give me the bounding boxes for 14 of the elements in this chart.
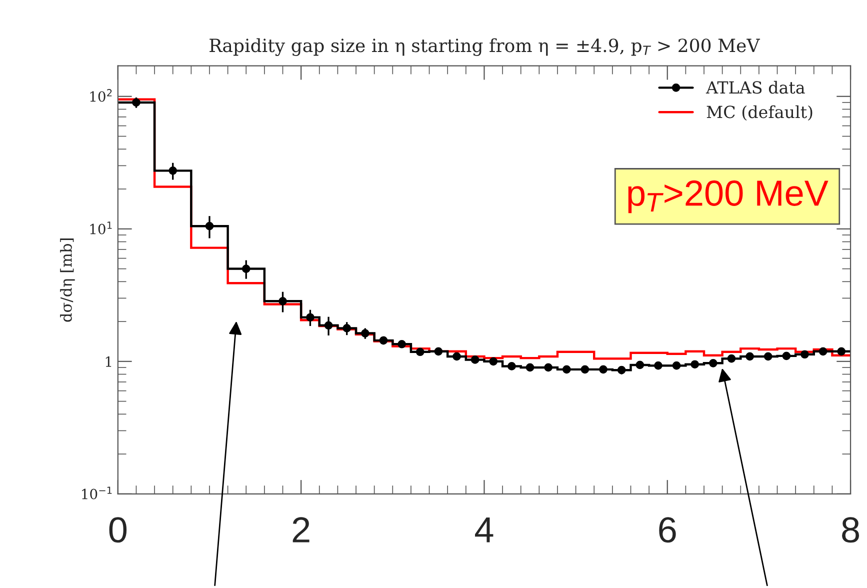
y-tick-label: 1 (106, 356, 112, 367)
chart-title: Rapidity gap size in η starting from η = ±4.9, p$_{T}$ > 200 MeV (210, 38, 760, 56)
x-tick-label: 6 (659, 517, 676, 543)
x-tick-label: 4 (475, 517, 494, 542)
y-tick-label: 10$^{2}$ (90, 89, 112, 102)
annotation: p$_{T}$>200 MeV (628, 180, 828, 214)
legend-label: ATLAS data (706, 80, 805, 94)
y-tick-label: 10$^{−1}$ (82, 486, 112, 500)
x-tick-label: 8 (842, 517, 859, 543)
y-tick-label: 10$^{1}$ (90, 222, 112, 234)
legend-label: MC (default) (706, 105, 812, 121)
y-axis-title: dσ/dη [mb] (60, 238, 75, 322)
x-tick-label: 2 (292, 517, 310, 542)
x-tick-label: 0 (109, 517, 127, 543)
